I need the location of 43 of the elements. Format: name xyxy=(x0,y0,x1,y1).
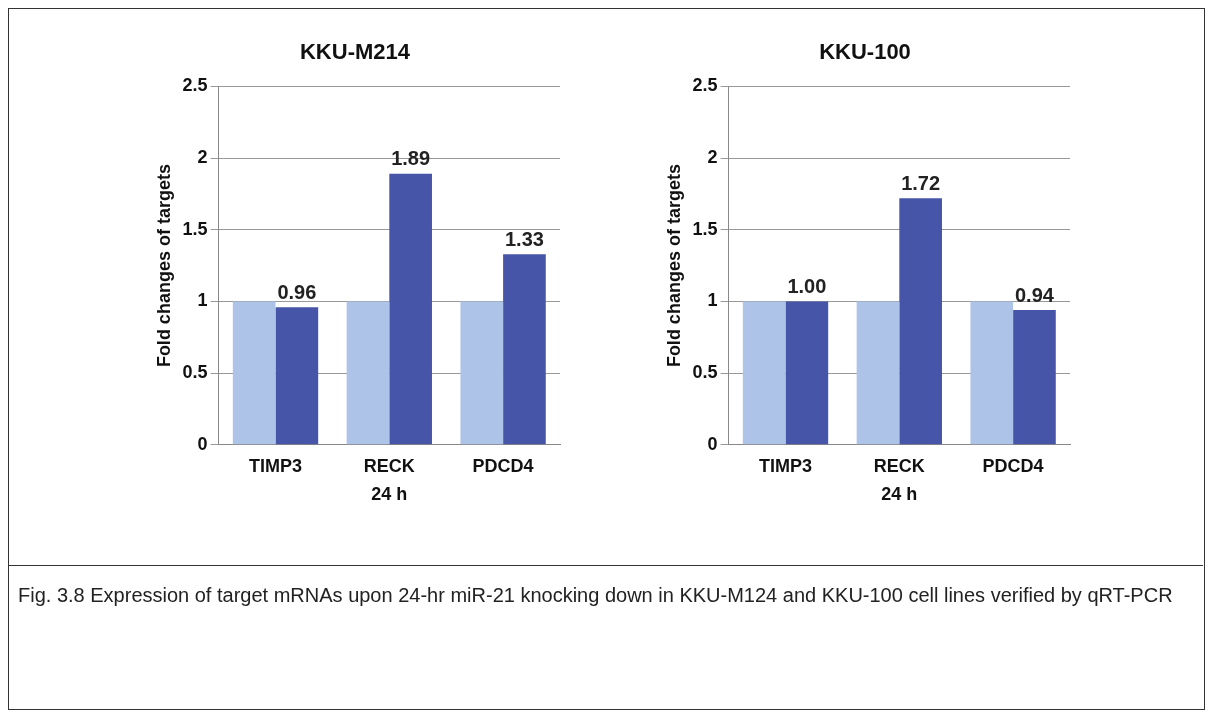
data-label: 1.33 xyxy=(504,227,544,250)
bar xyxy=(970,301,1014,445)
bar xyxy=(346,301,390,445)
data-label: 0.94 xyxy=(1014,283,1055,306)
chart-title: KKU-100 xyxy=(819,39,911,65)
y-tick-label: 2 xyxy=(197,147,208,168)
y-axis-title: Fold changes of targets xyxy=(663,164,684,368)
y-tick-label: 0 xyxy=(197,433,208,454)
x-tick-label: PDCD4 xyxy=(472,455,534,476)
bar xyxy=(1013,310,1056,445)
bar xyxy=(275,307,319,445)
y-tick-label: 1 xyxy=(197,290,208,311)
y-tick-label: 1.5 xyxy=(182,218,208,239)
bar xyxy=(232,301,276,445)
x-tick-label: RECK xyxy=(363,455,415,476)
caption: Fig. 3.8 Expression of target mRNAs upon 24-hr miR-21 knocking down in KKU-M124 and KKU-100 cell lines verified by qRT-PCR xyxy=(18,583,1174,608)
bar xyxy=(503,254,546,445)
x-axis-title: 24 h xyxy=(371,484,408,505)
y-tick-label: 2 xyxy=(707,147,718,168)
x-axis-title: 24 h xyxy=(881,484,918,505)
bar xyxy=(856,301,900,445)
data-label: 1.72 xyxy=(901,171,941,194)
data-label: 1.89 xyxy=(391,147,431,170)
x-tick-label: RECK xyxy=(873,455,925,476)
bar xyxy=(389,173,432,445)
x-tick-label: TIMP3 xyxy=(759,455,813,476)
y-axis-title: Fold changes of targets xyxy=(153,164,174,368)
y-tick-label: 0.5 xyxy=(182,362,208,383)
bar xyxy=(460,301,504,445)
y-tick-label: 2.5 xyxy=(692,75,718,96)
bar xyxy=(899,198,942,445)
data-label: 0.96 xyxy=(277,280,317,303)
data-label: 1.00 xyxy=(787,274,827,297)
x-tick-label: PDCD4 xyxy=(982,455,1044,476)
bar xyxy=(785,301,829,445)
y-tick-label: 2.5 xyxy=(182,75,208,96)
y-tick-label: 1.5 xyxy=(692,218,718,239)
x-tick-label: TIMP3 xyxy=(249,455,303,476)
y-tick-label: 0 xyxy=(707,433,718,454)
chart-title: KKU-M214 xyxy=(299,39,411,65)
y-tick-label: 1 xyxy=(707,290,718,311)
y-tick-label: 0.5 xyxy=(692,362,718,383)
bar xyxy=(742,301,786,445)
